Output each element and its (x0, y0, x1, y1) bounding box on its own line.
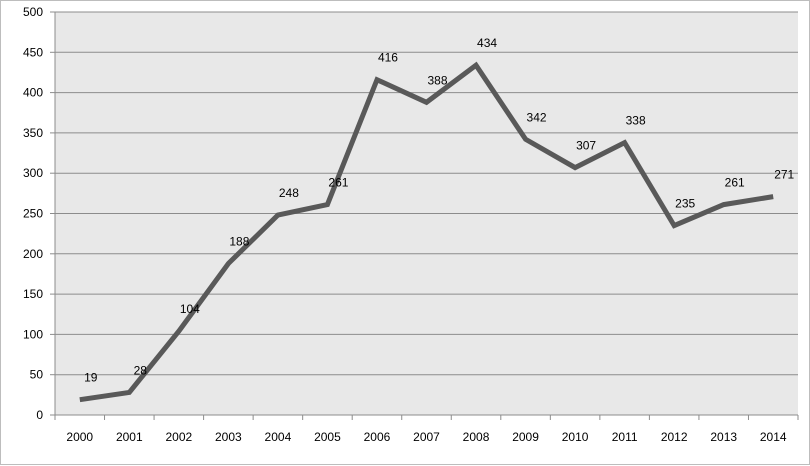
axes (50, 11, 799, 420)
y-axis-tick-labels: 0 50 100 150 200 250 300 350 400 450 500 (23, 5, 43, 422)
y-tick-label: 300 (23, 166, 43, 180)
data-label: 261 (328, 176, 348, 190)
data-label: 235 (675, 197, 695, 211)
data-label: 388 (427, 73, 447, 87)
x-tick-label: 2008 (463, 430, 490, 444)
y-tick-label: 150 (23, 287, 43, 301)
gridlines (55, 11, 798, 376)
data-label: 248 (279, 186, 299, 200)
data-labels: 19 28 104 188 248 261 416 388 434 342 307 338 235 261… (84, 36, 794, 384)
x-tick-label: 2012 (661, 430, 688, 444)
data-label: 434 (477, 36, 497, 50)
y-tick-label: 400 (23, 86, 43, 100)
data-label: 28 (134, 363, 148, 377)
series-line (79, 61, 774, 403)
data-label: 188 (229, 234, 249, 248)
y-tick-label: 350 (23, 126, 43, 140)
data-label: 307 (576, 139, 596, 153)
y-tick-label: 50 (30, 368, 44, 382)
data-label: 271 (774, 168, 794, 182)
data-label: 342 (527, 110, 547, 124)
x-axis-tick-labels: 2000 2001 2002 2003 2004 2005 2006 2007 2008 2009… (66, 430, 786, 444)
x-tick-label: 2013 (710, 430, 737, 444)
x-tick-label: 2003 (215, 430, 242, 444)
series-layer (79, 61, 774, 403)
x-tick-label: 2001 (116, 430, 143, 444)
data-label: 338 (626, 114, 646, 128)
data-label: 19 (84, 371, 98, 385)
x-tick-label: 2007 (413, 430, 440, 444)
y-tick-label: 500 (23, 5, 43, 19)
y-tick-label: 250 (23, 207, 43, 221)
y-tick-label: 100 (23, 327, 43, 341)
x-tick-label: 2002 (165, 430, 192, 444)
y-tick-label: 0 (36, 408, 43, 422)
x-tick-label: 2011 (612, 430, 638, 444)
data-label: 261 (725, 176, 745, 190)
x-tick-label: 2009 (512, 430, 539, 444)
x-tick-label: 2014 (760, 430, 787, 444)
x-tick-label: 2010 (562, 430, 589, 444)
x-tick-label: 2000 (66, 430, 93, 444)
x-tick-label: 2005 (314, 430, 341, 444)
x-tick-label: 2004 (265, 430, 292, 444)
data-label: 416 (378, 51, 398, 65)
y-tick-label: 450 (23, 45, 43, 59)
x-tick-label: 2006 (364, 430, 391, 444)
data-label: 104 (180, 302, 200, 316)
y-tick-label: 200 (23, 247, 43, 261)
